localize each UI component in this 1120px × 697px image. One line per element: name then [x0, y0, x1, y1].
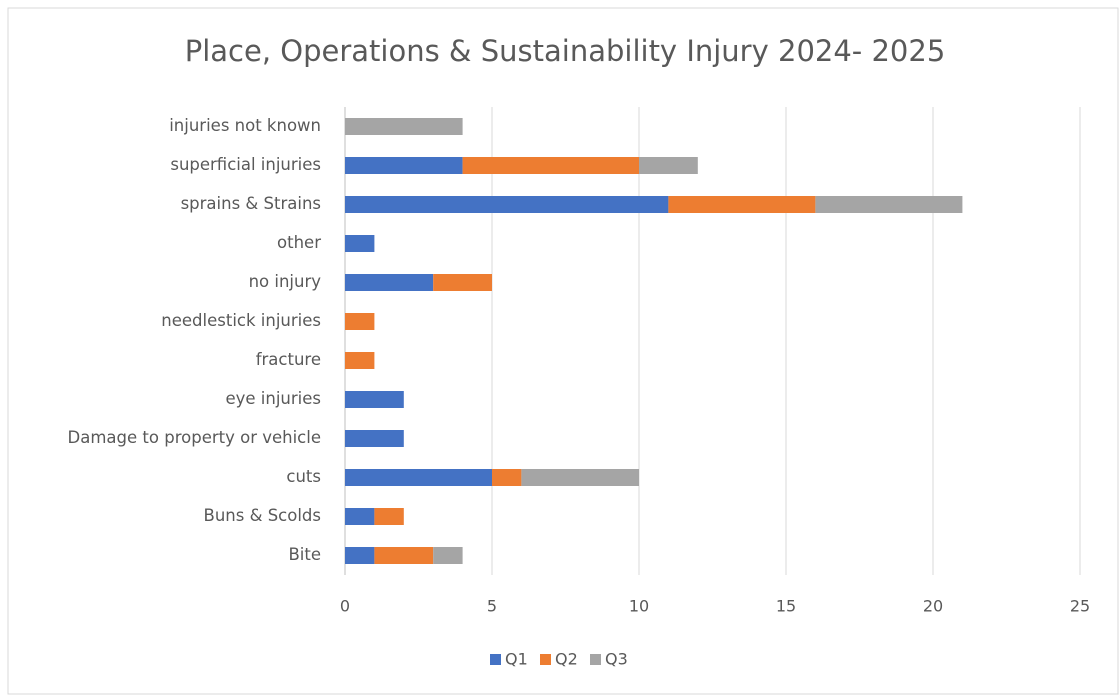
- y-tick-label: other: [277, 233, 321, 252]
- x-tick-label: 10: [629, 597, 649, 616]
- x-tick-label: 25: [1070, 597, 1090, 616]
- bar-segment: [345, 469, 492, 486]
- bar-segment: [815, 196, 963, 213]
- chart-border: [7, 7, 1119, 695]
- y-tick-label: fracture: [256, 350, 321, 369]
- bar-segment: [345, 274, 434, 291]
- legend-label: Q2: [555, 650, 578, 669]
- bar-segment: [374, 508, 404, 525]
- y-tick-label: Damage to property or vehicle: [68, 428, 321, 447]
- y-tick-label: needlestick injuries: [161, 311, 321, 330]
- bar-segment: [521, 469, 639, 486]
- legend-swatch: [540, 654, 551, 665]
- y-tick-label: injuries not known: [169, 116, 321, 135]
- bar-segment: [345, 157, 463, 174]
- y-tick-label: Buns & Scolds: [204, 506, 321, 525]
- legend-swatch: [490, 654, 501, 665]
- bar-segment: [345, 352, 375, 369]
- y-tick-label: no injury: [249, 272, 322, 291]
- y-tick-label: superficial injuries: [170, 155, 321, 174]
- bar-segment: [345, 508, 375, 525]
- legend-label: Q1: [505, 650, 528, 669]
- bar-segment: [462, 157, 639, 174]
- y-tick-label: cuts: [286, 467, 321, 486]
- legend-label: Q3: [605, 650, 628, 669]
- bar-segment: [345, 118, 463, 135]
- y-tick-label: eye injuries: [225, 389, 321, 408]
- bar-segment: [345, 235, 375, 252]
- bar-segment: [345, 391, 404, 408]
- y-tick-label: Bite: [288, 545, 321, 564]
- bar-segment: [374, 547, 434, 564]
- bar-segment: [345, 430, 404, 447]
- bar-segment: [345, 313, 375, 330]
- x-tick-label: 20: [923, 597, 943, 616]
- x-tick-label: 5: [487, 597, 497, 616]
- chart-title: Place, Operations & Sustainability Injur…: [185, 34, 946, 68]
- bar-segment: [668, 196, 816, 213]
- bar-segment: [639, 157, 698, 174]
- x-tick-label: 0: [340, 597, 350, 616]
- bar-segment: [433, 547, 463, 564]
- legend-swatch: [590, 654, 601, 665]
- bar-segment: [345, 196, 669, 213]
- bar-segment: [492, 469, 522, 486]
- bar-segment: [433, 274, 492, 291]
- bar-segment: [345, 547, 375, 564]
- y-tick-label: sprains & Strains: [181, 194, 321, 213]
- x-tick-label: 15: [776, 597, 796, 616]
